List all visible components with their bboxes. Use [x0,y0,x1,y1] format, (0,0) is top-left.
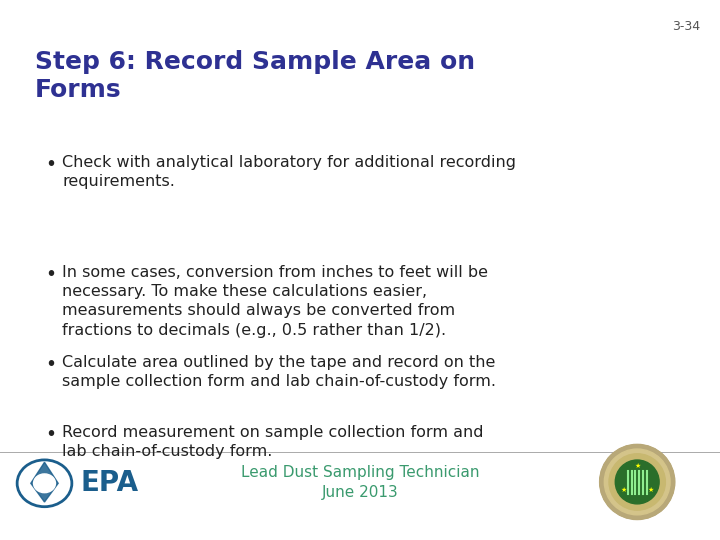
Circle shape [604,449,670,515]
Text: Check with analytical laboratory for additional recording
requirements.: Check with analytical laboratory for add… [62,155,516,189]
Text: •: • [45,425,56,444]
Text: •: • [45,265,56,284]
Polygon shape [31,462,58,502]
Text: Forms: Forms [35,78,122,102]
Text: In some cases, conversion from inches to feet will be
necessary. To make these c: In some cases, conversion from inches to… [62,265,488,338]
Text: 3-34: 3-34 [672,20,700,33]
Text: June 2013: June 2013 [322,485,398,500]
Circle shape [616,460,659,504]
Text: Lead Dust Sampling Technician: Lead Dust Sampling Technician [240,465,480,480]
Text: ★: ★ [647,487,654,493]
Text: ★: ★ [634,463,640,469]
Text: Record measurement on sample collection form and
lab chain-of-custody form.: Record measurement on sample collection … [62,425,484,459]
Circle shape [609,454,665,510]
Text: ★: ★ [621,487,627,493]
Text: EPA: EPA [80,469,138,497]
Text: •: • [45,155,56,174]
Circle shape [34,474,55,492]
Circle shape [600,444,675,519]
Text: Calculate area outlined by the tape and record on the
sample collection form and: Calculate area outlined by the tape and … [62,355,496,389]
Text: •: • [45,355,56,374]
Text: Step 6: Record Sample Area on: Step 6: Record Sample Area on [35,50,475,74]
